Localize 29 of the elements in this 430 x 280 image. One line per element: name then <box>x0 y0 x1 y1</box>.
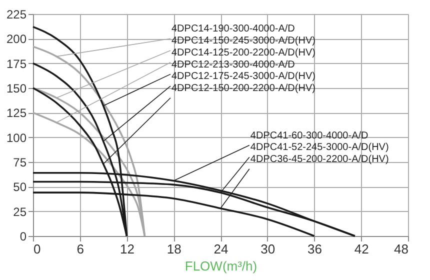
x-tick-label: 42 <box>354 242 369 256</box>
y-tick-label: 175 <box>6 56 27 71</box>
x-tick-label: 24 <box>214 242 228 256</box>
y-tick-label: 50 <box>13 180 27 194</box>
y-tick-label: 25 <box>13 204 27 219</box>
text: 4DPC14-150-245-3000-A/D(HV) <box>172 36 316 47</box>
x-tick-label: 18 <box>166 242 182 256</box>
y-tick-label: 125 <box>6 106 27 120</box>
text: 4DPC14-190-300-4000-A/D <box>172 24 295 35</box>
y-tick-label: 150 <box>6 82 27 96</box>
text: 4DPC14-125-200-2200-A/D(HV) <box>172 47 316 58</box>
x-tick-label: 6 <box>76 242 84 256</box>
text: 4DPC41-52-245-3000-A/D(HV) <box>250 142 389 154</box>
y-tick-label: 100 <box>6 130 27 145</box>
text: 4DPC12-175-245-3000-A/D(HV) <box>172 71 316 82</box>
x-tick-label: 12 <box>120 242 134 256</box>
text: 4DPC36-45-200-2200-A/D(HV) <box>250 154 389 165</box>
x-tick-label: 30 <box>260 242 276 256</box>
text: 4DPC41-60-300-4000-A/D <box>250 130 368 142</box>
y-tick-label: 75 <box>13 156 27 170</box>
x-axis-title: FLOW(m³/h) <box>184 258 258 274</box>
y-tick-label: 200 <box>6 32 27 46</box>
text: 4DPC12-213-300-4000-A/D <box>172 59 295 70</box>
x-tick-label: 48 <box>394 242 408 256</box>
y-tick-label: 225 <box>6 8 27 22</box>
y-tick-label: 0 <box>20 230 27 244</box>
text: 4DPC12-150-200-2200-A/D(HV) <box>172 82 316 94</box>
x-tick-label: 36 <box>308 242 322 256</box>
x-tick-label: 0 <box>34 242 41 256</box>
